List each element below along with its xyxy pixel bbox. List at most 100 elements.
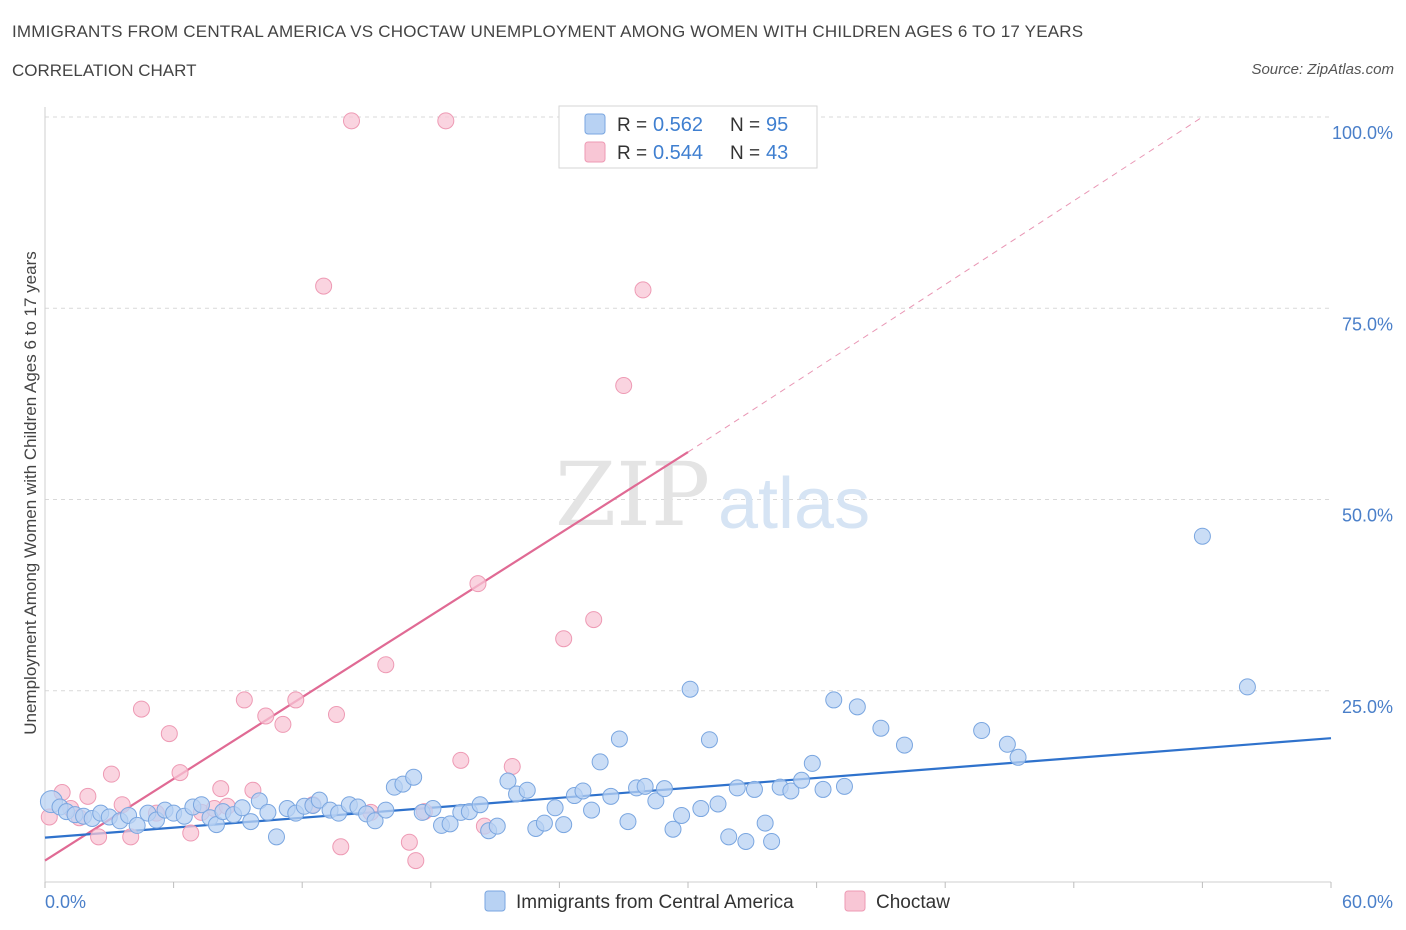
choctaw-point bbox=[90, 828, 108, 846]
bottom-legend-swatch-pink bbox=[844, 890, 866, 912]
central-america-point bbox=[814, 780, 832, 798]
central-america-point bbox=[664, 820, 682, 838]
central-america-point bbox=[1009, 748, 1027, 766]
central-america-point bbox=[546, 799, 564, 817]
legend-r-label-1: R = bbox=[617, 115, 647, 136]
central-america-point bbox=[610, 730, 628, 748]
central-america-point bbox=[1193, 527, 1211, 545]
choctaw-point bbox=[332, 838, 350, 856]
x-tick-label: 0.0% bbox=[45, 892, 86, 912]
central-america-point bbox=[555, 816, 573, 834]
gridlines bbox=[45, 116, 1331, 692]
central-america-point bbox=[310, 791, 328, 809]
trend-lines bbox=[44, 116, 1332, 862]
central-america-points bbox=[39, 527, 1256, 850]
choctaw-trend-line bbox=[44, 451, 689, 862]
legend-n-label-2: N = bbox=[730, 143, 760, 164]
choctaw-point bbox=[257, 707, 275, 725]
choctaw-point bbox=[171, 764, 189, 782]
choctaw-point bbox=[235, 691, 253, 709]
central-america-point bbox=[782, 782, 800, 800]
choctaw-point bbox=[452, 751, 470, 769]
central-america-point bbox=[250, 792, 268, 810]
chart-subtitle: CORRELATION CHART bbox=[12, 61, 197, 80]
x-tick-labels: 0.0% 60.0% bbox=[45, 892, 1393, 912]
axes bbox=[44, 107, 1332, 888]
choctaw-point bbox=[400, 833, 418, 851]
central-america-point bbox=[233, 799, 251, 817]
central-america-point bbox=[259, 803, 277, 821]
bottom-legend-label-2: Choctaw bbox=[876, 892, 950, 913]
central-america-point bbox=[728, 779, 746, 797]
y-tick-label: 50.0% bbox=[1342, 506, 1393, 526]
x-tick-label: 60.0% bbox=[1342, 892, 1393, 912]
central-america-point bbox=[1238, 678, 1256, 696]
central-america-point bbox=[655, 780, 673, 798]
central-america-point bbox=[471, 796, 489, 814]
central-america-point bbox=[405, 768, 423, 786]
choctaw-point bbox=[182, 824, 200, 842]
choctaw-point bbox=[160, 725, 178, 743]
bottom-legend-swatch-blue bbox=[484, 890, 506, 912]
bottom-legend: Immigrants from Central America Choctaw bbox=[484, 890, 950, 913]
central-america-point bbox=[709, 795, 727, 813]
central-america-point bbox=[973, 722, 991, 740]
choctaw-point bbox=[469, 575, 487, 593]
central-america-point bbox=[793, 771, 811, 789]
bottom-legend-label-1: Immigrants from Central America bbox=[516, 892, 794, 913]
y-tick-labels: 25.0% 50.0% 75.0% 100.0% bbox=[1332, 123, 1393, 717]
central-america-point bbox=[267, 828, 285, 846]
legend-swatch-pink bbox=[584, 141, 606, 163]
central-america-point bbox=[242, 813, 260, 831]
central-america-point bbox=[998, 735, 1016, 753]
central-america-point bbox=[835, 777, 853, 795]
central-america-point bbox=[366, 812, 384, 830]
central-america-trend-line bbox=[44, 737, 1332, 839]
central-america-point bbox=[700, 731, 718, 749]
central-america-point bbox=[591, 753, 609, 771]
choctaw-point bbox=[585, 611, 603, 629]
legend-r-value-2: 0.544 bbox=[653, 142, 703, 164]
central-america-point bbox=[424, 800, 442, 818]
choctaw-point bbox=[634, 281, 652, 299]
choctaw-point bbox=[555, 630, 573, 648]
central-america-point bbox=[441, 815, 459, 833]
central-america-point bbox=[499, 772, 517, 790]
choctaw-point bbox=[212, 780, 230, 798]
y-axis-label: Unemployment Among Women with Children A… bbox=[21, 251, 40, 735]
watermark-zip: ZIP bbox=[555, 443, 710, 546]
source-label: Source: ZipAtlas.com bbox=[1251, 61, 1394, 78]
legend-swatch-blue bbox=[584, 113, 606, 135]
central-america-point bbox=[619, 813, 637, 831]
choctaw-point bbox=[327, 705, 345, 723]
choctaw-point bbox=[132, 700, 150, 718]
central-america-point bbox=[848, 698, 866, 716]
central-america-point bbox=[872, 719, 890, 737]
central-america-point bbox=[377, 801, 395, 819]
central-america-point bbox=[745, 780, 763, 798]
legend-r-value-1: 0.562 bbox=[653, 114, 703, 136]
central-america-point bbox=[535, 814, 553, 832]
chart-title: IMMIGRANTS FROM CENTRAL AMERICA VS CHOCT… bbox=[12, 22, 1084, 41]
central-america-point bbox=[803, 754, 821, 772]
central-america-point bbox=[128, 816, 146, 834]
top-legend: R = 0.562 N = 95 R = 0.544 N = 43 bbox=[558, 105, 818, 169]
central-america-point bbox=[692, 800, 710, 818]
watermark-atlas: atlas bbox=[718, 464, 870, 544]
choctaw-point bbox=[79, 787, 97, 805]
central-america-point bbox=[636, 777, 654, 795]
choctaw-point bbox=[315, 277, 333, 295]
central-america-point bbox=[895, 736, 913, 754]
choctaw-point bbox=[503, 757, 521, 775]
central-america-point bbox=[756, 814, 774, 832]
choctaw-point bbox=[274, 715, 292, 733]
y-tick-label: 75.0% bbox=[1342, 314, 1393, 334]
central-america-point bbox=[763, 832, 781, 850]
central-america-point bbox=[673, 806, 691, 824]
choctaw-point bbox=[437, 112, 455, 130]
legend-n-value-1: 95 bbox=[766, 114, 788, 136]
y-tick-label: 100.0% bbox=[1332, 123, 1393, 143]
central-america-point bbox=[192, 796, 210, 814]
legend-n-value-2: 43 bbox=[766, 142, 788, 164]
choctaw-point bbox=[102, 765, 120, 783]
